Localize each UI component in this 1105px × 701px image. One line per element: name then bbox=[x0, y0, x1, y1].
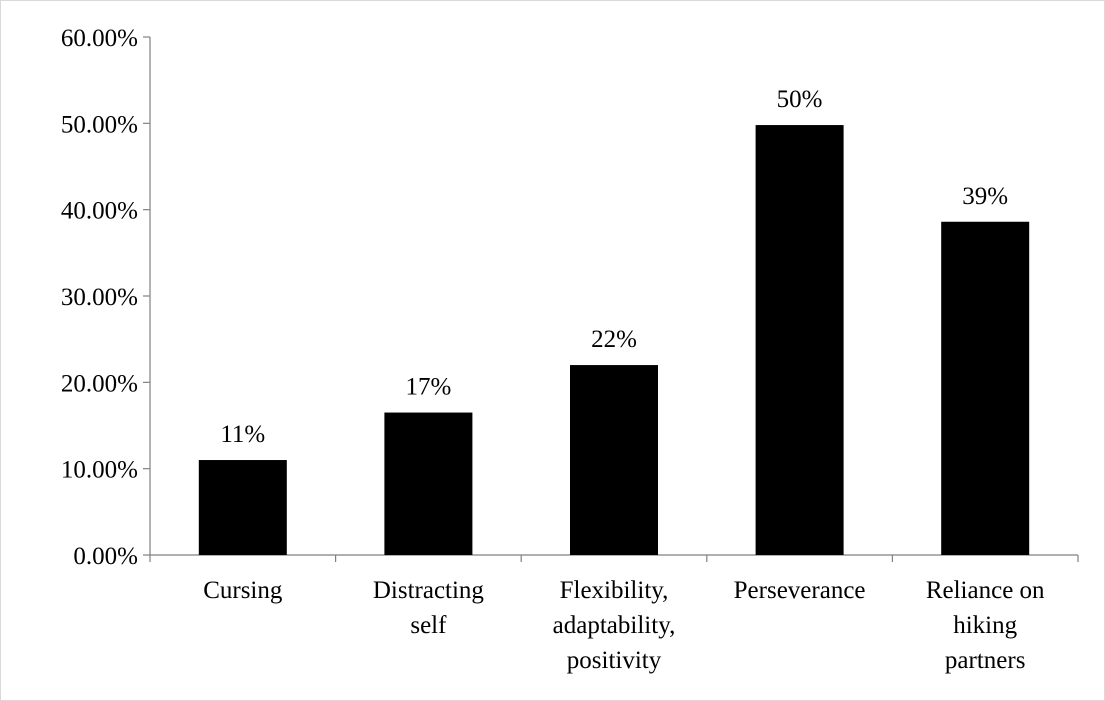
category-label: Distracting self bbox=[373, 577, 485, 639]
category-label-line: Flexibility, bbox=[560, 577, 669, 604]
bar bbox=[198, 460, 287, 555]
category-label-line: positivity bbox=[567, 647, 662, 674]
data-labels: 11% 17% 22% 50% 39% bbox=[220, 86, 1008, 448]
data-label: 17% bbox=[405, 374, 451, 401]
y-tick-label: 50.00% bbox=[61, 111, 138, 138]
category-label-line: adaptability, bbox=[553, 612, 676, 639]
category-label-line: Reliance on bbox=[926, 577, 1045, 604]
data-label: 22% bbox=[591, 326, 637, 353]
category-label: Flexibility, adaptability, positivity bbox=[553, 577, 676, 674]
y-tick-label: 0.00% bbox=[73, 543, 138, 570]
category-label-line: self bbox=[410, 612, 447, 639]
y-tick-label: 60.00% bbox=[61, 25, 138, 52]
category-label: Cursing bbox=[203, 577, 283, 604]
bar bbox=[941, 221, 1030, 555]
y-axis-ticks: 0.00% 10.00% 20.00% 30.00% 40.00% 50.00% 60.00… bbox=[61, 25, 150, 570]
bars bbox=[198, 125, 1030, 555]
category-label-line: Cursing bbox=[203, 577, 283, 604]
bar bbox=[570, 365, 658, 555]
category-labels: Cursing Distracting self Flexibility, adapta… bbox=[203, 577, 1045, 674]
data-label: 39% bbox=[962, 183, 1008, 210]
y-tick-label: 20.00% bbox=[61, 370, 138, 397]
bar bbox=[755, 125, 844, 555]
category-label-line: Distracting bbox=[373, 577, 485, 604]
y-tick-label: 30.00% bbox=[61, 284, 138, 311]
category-label: Perseverance bbox=[734, 577, 866, 604]
y-tick-label: 10.00% bbox=[61, 457, 138, 484]
data-label: 11% bbox=[220, 421, 265, 448]
category-label-line: hiking bbox=[953, 612, 1017, 639]
category-label: Reliance on hiking partners bbox=[926, 577, 1045, 674]
bar bbox=[384, 412, 473, 555]
category-label-line: partners bbox=[945, 647, 1026, 674]
data-label: 50% bbox=[777, 86, 823, 113]
y-tick-label: 40.00% bbox=[61, 198, 138, 225]
category-label-line: Perseverance bbox=[734, 577, 866, 604]
